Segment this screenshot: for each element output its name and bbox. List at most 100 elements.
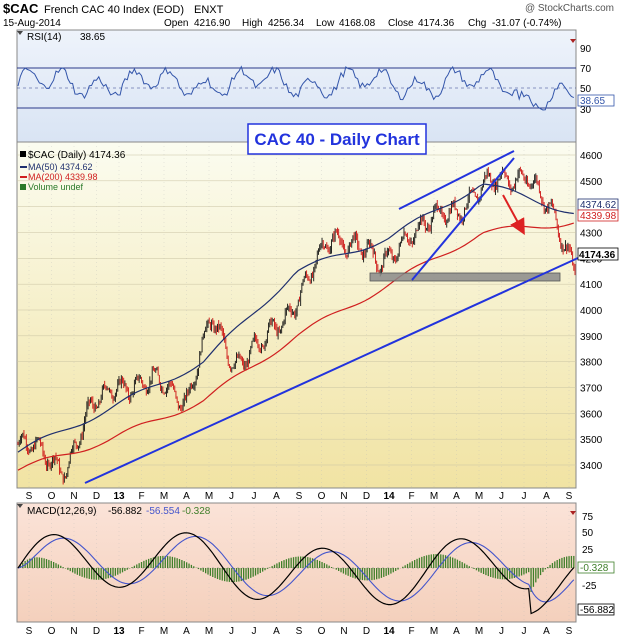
time-axis-label: S <box>26 491 33 502</box>
time-axis-label: N <box>70 491 77 502</box>
price-panel: 4600450044004300420041004000390038003700… <box>16 123 619 489</box>
time-axis-label: J <box>499 491 504 502</box>
macd-hist-tag <box>577 561 615 574</box>
price-tick-label: 3500 <box>580 435 603 446</box>
macd-hist-tag-text: -0.328 <box>580 563 609 574</box>
macd-value: -56.882 <box>108 506 142 517</box>
price-tick-label: 4600 <box>580 151 603 162</box>
time-axis-label: J <box>522 626 527 637</box>
macd-menu-icon[interactable] <box>570 511 576 515</box>
time-axis-label: O <box>48 491 56 502</box>
time-axis-label: S <box>26 626 33 637</box>
time-axis-label: N <box>70 626 77 637</box>
price-tick-label: 4500 <box>580 177 603 188</box>
low-value: 4168.08 <box>339 18 376 29</box>
time-axis-label: O <box>318 626 326 637</box>
symbol: $CAC <box>3 1 39 16</box>
time-axis-label: M <box>160 626 168 637</box>
price-tick-label: 4100 <box>580 280 603 291</box>
time-axis-label: M <box>430 626 438 637</box>
time-axis-label: A <box>453 491 460 502</box>
time-axis-label: J <box>499 626 504 637</box>
price-tag-ma50: 4374.62 <box>577 198 619 211</box>
macd-tick-neg25: -25 <box>582 581 597 592</box>
time-axis-label: 14 <box>383 491 395 502</box>
price-tick-label: 4000 <box>580 306 603 317</box>
chg-label: Chg <box>468 18 486 29</box>
time-axis-label: 13 <box>113 491 125 502</box>
chg-value: -31.07 (-0.74%) <box>492 18 561 29</box>
time-axis-label: S <box>296 626 303 637</box>
channel-lower-trendline <box>411 157 515 281</box>
macd-signal-line <box>17 535 575 603</box>
time-axis-label: M <box>430 491 438 502</box>
macd-tick-75: 75 <box>582 512 594 523</box>
long-term-trendline <box>84 257 579 484</box>
macd-last-tag <box>577 603 615 616</box>
time-axis-label: N <box>340 491 347 502</box>
time-axis-label: O <box>318 491 326 502</box>
price-legend: $CAC (Daily) 4174.36 MA(50) 4374.62 MA(2… <box>20 150 126 192</box>
time-axis-macd: S O N D 13 F M A M J J A S O N D 14 F M A M J J A S <box>26 626 573 637</box>
time-axis-label: A <box>183 626 190 637</box>
macd-collapse-icon[interactable] <box>17 504 23 508</box>
rsi-label: RSI(14) <box>27 32 61 43</box>
rsi-tick-90: 90 <box>580 44 592 55</box>
high-label: High <box>242 18 263 29</box>
close-value: 4174.36 <box>418 18 455 29</box>
time-axis-label: M <box>205 491 213 502</box>
price-tag-ma50-text: 4374.62 <box>580 200 617 211</box>
time-axis-label: 14 <box>383 626 395 637</box>
open-label: Open <box>164 18 188 29</box>
rsi-tick-30: 30 <box>580 105 592 116</box>
ma200-line <box>17 222 574 471</box>
price-tick-label: 3400 <box>580 461 603 472</box>
time-axis-label: A <box>543 491 550 502</box>
time-axis-label: F <box>138 491 144 502</box>
price-tag-ma200: 4339.98 <box>577 209 619 222</box>
time-axis-label: F <box>408 626 414 637</box>
macd-signal-value: -56.554 <box>146 506 180 517</box>
rsi-tick-50: 50 <box>580 84 592 95</box>
high-value: 4256.34 <box>268 18 305 29</box>
price-tick-label: 3800 <box>580 358 603 369</box>
date-label: 15-Aug-2014 <box>3 18 61 29</box>
macd-hist-value: -0.328 <box>182 506 211 517</box>
time-axis-label: F <box>138 626 144 637</box>
time-axis-label: A <box>453 626 460 637</box>
price-tick-label: 4300 <box>580 229 603 240</box>
annotation-box <box>247 123 427 155</box>
time-axis-label: J <box>252 491 257 502</box>
price-tick-label: 3700 <box>580 384 603 395</box>
rsi-line <box>17 65 575 111</box>
rsi-tick-70: 70 <box>580 64 592 75</box>
price-tick-label: 3900 <box>580 332 603 343</box>
time-axis-label: O <box>48 626 56 637</box>
price-bars <box>17 166 576 485</box>
collapse-icon[interactable] <box>17 31 23 35</box>
macd-line <box>17 532 575 615</box>
price-tag-close: 4174.36 <box>577 247 619 261</box>
time-axis-label: D <box>93 626 100 637</box>
price-tag-close-text: 4174.36 <box>579 250 616 261</box>
time-axis-label: A <box>273 626 280 637</box>
time-axis-label: A <box>273 491 280 502</box>
time-axis-label: A <box>183 491 190 502</box>
legend-volume: Volume undef <box>28 182 84 192</box>
price-tag-ma200-text: 4339.98 <box>580 211 617 222</box>
time-axis-label: S <box>296 491 303 502</box>
exchange: ENXT <box>194 4 224 16</box>
time-axis-label: J <box>522 491 527 502</box>
rsi-last-tag <box>577 94 615 107</box>
time-axis-label: M <box>205 626 213 637</box>
time-axis-label: D <box>363 491 370 502</box>
downtrend-arrow <box>502 194 525 236</box>
legend-swatch-price <box>20 151 26 157</box>
rsi-menu-icon[interactable] <box>570 39 576 43</box>
time-axis-label: D <box>363 626 370 637</box>
low-label: Low <box>316 18 335 29</box>
macd-tick-50: 50 <box>582 528 594 539</box>
instrument-name: French CAC 40 Index (EOD) <box>44 4 184 16</box>
time-axis-label: 13 <box>113 626 125 637</box>
time-axis-label: D <box>93 491 100 502</box>
